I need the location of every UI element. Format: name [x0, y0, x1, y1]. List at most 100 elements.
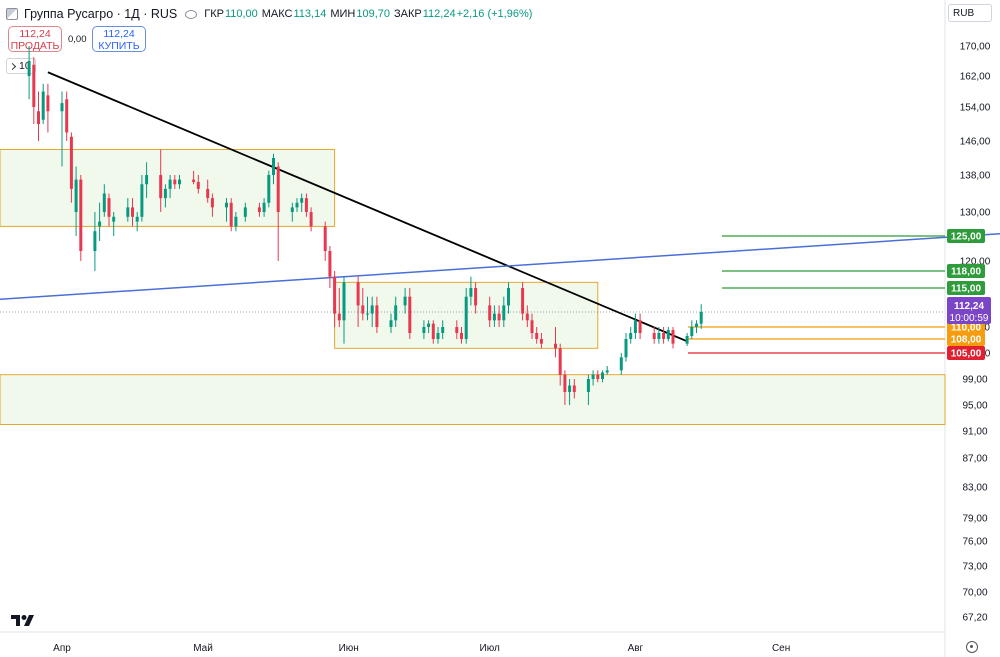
candle-body [290, 207, 294, 212]
candle-body [225, 202, 228, 208]
descending-trendline [47, 71, 688, 343]
candle-body [159, 175, 163, 199]
y-tick-label: 99,00 [962, 375, 987, 386]
y-tick-label: 138,00 [960, 171, 991, 182]
y-tick-label: 73,00 [962, 562, 987, 573]
candle-body [337, 313, 341, 321]
y-tick-label: 154,00 [960, 103, 991, 114]
candle-body [535, 333, 539, 339]
candle-body [408, 296, 412, 333]
candle-body [46, 95, 50, 112]
candle-body [304, 198, 308, 212]
y-tick-label: 67,20 [962, 613, 987, 624]
level-badge-text: 125,00 [951, 232, 982, 243]
candle-body [196, 181, 200, 189]
candle-body [619, 357, 623, 371]
candle-body [695, 323, 698, 327]
candle-body [525, 313, 529, 321]
candle-body [131, 207, 134, 217]
candle-body [295, 202, 299, 208]
chart-title[interactable]: Группа Русагро · 1Д · RUS [24, 7, 178, 21]
candle-body [27, 61, 31, 76]
y-tick-label: 70,00 [962, 588, 987, 599]
candle-body [455, 327, 459, 333]
candle-body [178, 179, 181, 185]
candle-body [497, 313, 501, 321]
candle-body [356, 282, 360, 306]
level-badge-115,00 [947, 281, 985, 295]
candle-body [441, 327, 445, 333]
candle-body [300, 198, 304, 203]
x-tick-label: Июн [339, 643, 359, 654]
candle-body [507, 288, 510, 306]
candle-body [666, 330, 670, 339]
eye-icon[interactable] [185, 8, 198, 20]
candle-body [431, 323, 435, 339]
level-badge-text: 110,00 [951, 323, 981, 334]
currency-label: RUB [953, 7, 975, 19]
candle-body [126, 207, 130, 217]
zone-support-zone [0, 374, 946, 425]
candle-body [98, 221, 102, 227]
currency-selector[interactable]: RUB [948, 4, 992, 22]
level-badge-text: 115,00 [951, 284, 981, 295]
candle-body [112, 216, 116, 222]
candle-body [135, 216, 139, 222]
high-label: МАКС [261, 8, 293, 20]
y-tick-label: 83,00 [962, 483, 987, 494]
x-tick-label: Июл [480, 643, 500, 654]
low-value: 109,70 [356, 8, 390, 20]
settings-gear-icon[interactable] [966, 641, 978, 653]
candle-body [234, 216, 238, 227]
candle-body [173, 179, 177, 185]
candle-body [690, 327, 694, 336]
buy-price: 112,24 [103, 28, 135, 40]
tradingview-logo-icon [11, 615, 34, 626]
candle-body [488, 305, 492, 321]
x-tick-label: Апр [53, 643, 71, 654]
candle-body [460, 333, 463, 339]
candle-body [93, 231, 97, 251]
candle-body [145, 175, 149, 185]
sell-button[interactable]: 112,24 ПРОДАТЬ [8, 26, 62, 52]
buy-button[interactable]: 112,24 КУПИТЬ [92, 26, 146, 52]
level-badge-text: 105,00 [951, 349, 982, 360]
sell-label: ПРОДАТЬ [10, 40, 60, 52]
candle-body [427, 323, 431, 327]
candle-body [192, 179, 196, 182]
x-tick-label: Сен [772, 643, 790, 654]
candle-body [366, 313, 369, 315]
candle-body [629, 333, 633, 339]
symbol-legend: Группа Русагро · 1Д · RUS ГКР 110,00 МАК… [6, 5, 532, 23]
candle-body [375, 305, 379, 327]
candle-body [361, 305, 365, 314]
candle-body [474, 288, 478, 306]
candle-body [596, 374, 600, 379]
close-value: 112,24 [422, 8, 456, 20]
sell-price: 112,24 [19, 28, 51, 40]
zone-consolidation-april-may [0, 149, 336, 227]
candle-body [558, 348, 562, 375]
candle-body [492, 313, 496, 321]
candle-body [79, 179, 83, 251]
candle-body [638, 320, 642, 333]
candle-body [333, 276, 337, 314]
countdown-text: 10:00:59 [950, 313, 989, 324]
open-value: 110,00 [224, 8, 258, 20]
candle-body [206, 188, 210, 199]
candle-body [563, 374, 567, 392]
candle-body [464, 296, 468, 339]
candle-body [69, 136, 73, 189]
candle-body [568, 385, 572, 392]
candle-body [394, 305, 398, 321]
level-badge-105,00 [947, 346, 985, 360]
candle-body [168, 179, 172, 189]
candle-body [521, 288, 525, 314]
candle-body [671, 330, 675, 344]
candle-body [323, 226, 327, 251]
candle-body [140, 184, 144, 217]
candle-body [37, 111, 40, 124]
y-tick-label: 130,00 [960, 208, 991, 219]
y-tick-label: 79,00 [962, 514, 987, 525]
